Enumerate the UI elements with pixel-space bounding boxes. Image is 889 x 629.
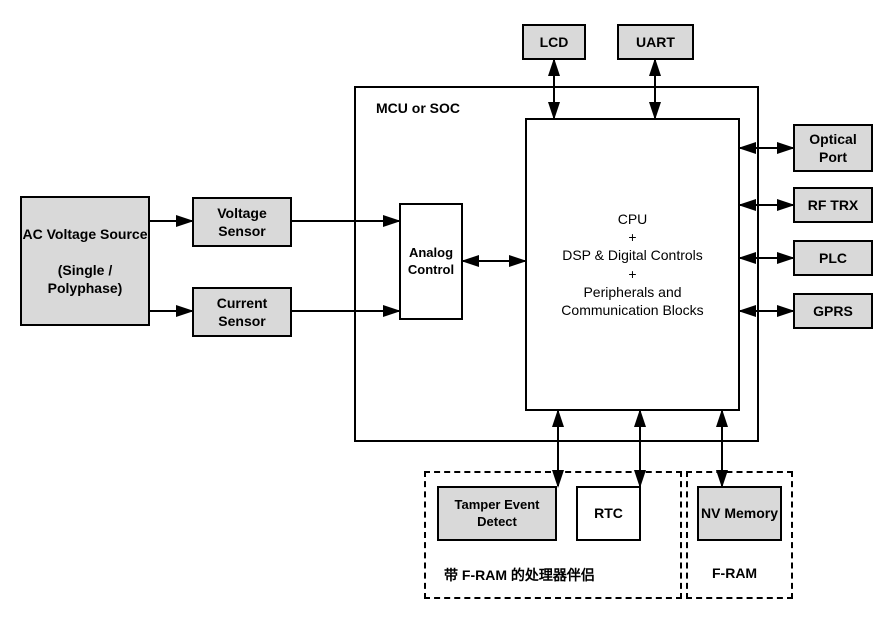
lcd-block: LCD — [522, 24, 586, 60]
cpu-block: CPU + DSP & Digital Controls + Periphera… — [525, 118, 740, 411]
mcu-title-label: MCU or SOC — [376, 100, 460, 116]
companion-label: 带 F-RAM 的处理器伴侣 — [444, 565, 595, 585]
optical-port-block: Optical Port — [793, 124, 873, 172]
fram-label: F-RAM — [712, 565, 757, 581]
current-sensor-block: Current Sensor — [192, 287, 292, 337]
rf-trx-block: RF TRX — [793, 187, 873, 223]
nv-memory-block: NV Memory — [697, 486, 782, 541]
analog-control-block: Analog Control — [399, 203, 463, 320]
diagram-canvas: AC Voltage Source (Single / Polyphase) V… — [0, 0, 889, 629]
gprs-block: GPRS — [793, 293, 873, 329]
tamper-detect-block: Tamper Event Detect — [437, 486, 557, 541]
ac-source-block: AC Voltage Source (Single / Polyphase) — [20, 196, 150, 326]
voltage-sensor-block: Voltage Sensor — [192, 197, 292, 247]
rtc-block: RTC — [576, 486, 641, 541]
plc-block: PLC — [793, 240, 873, 276]
uart-block: UART — [617, 24, 694, 60]
